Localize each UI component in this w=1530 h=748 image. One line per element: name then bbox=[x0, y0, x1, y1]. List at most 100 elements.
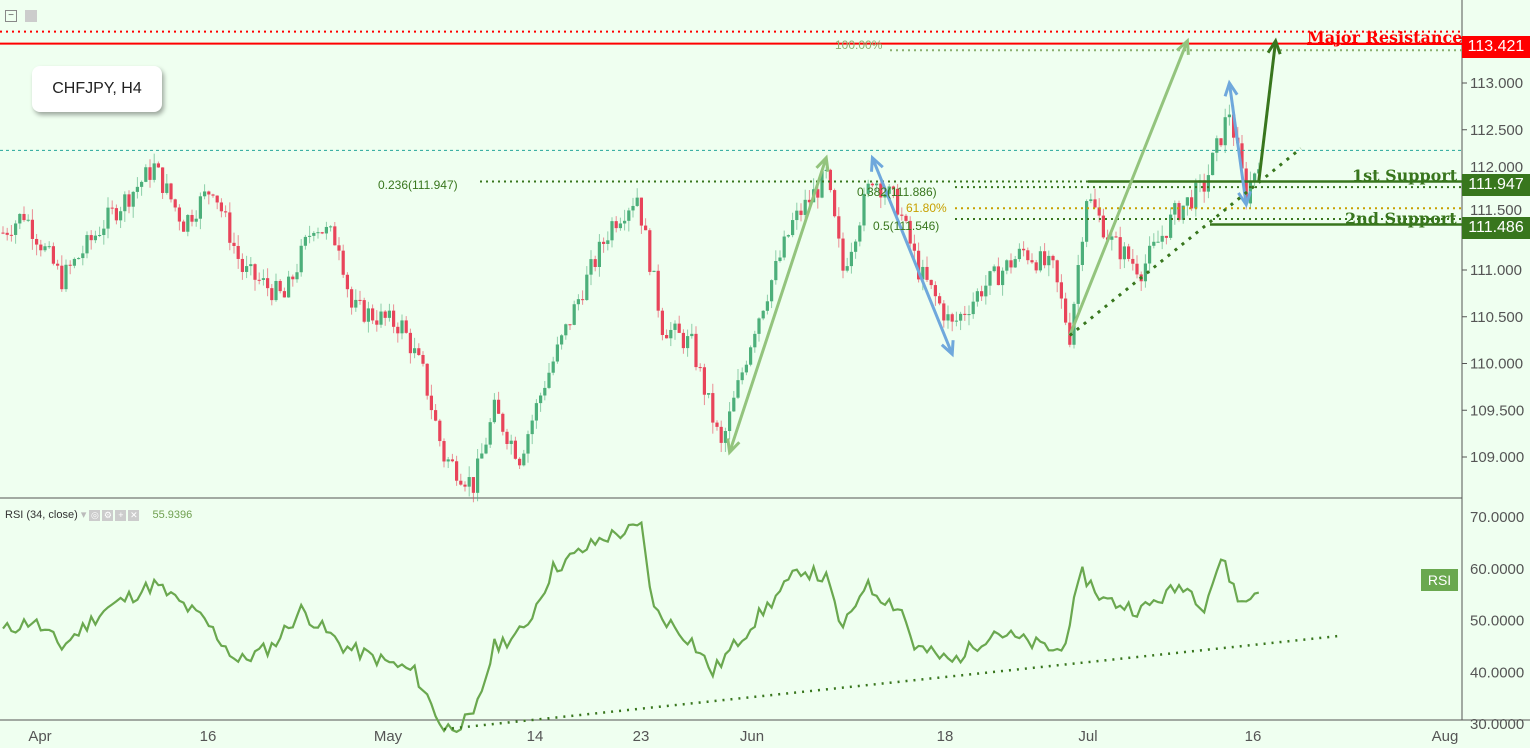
candle-body bbox=[177, 207, 181, 222]
candle-body bbox=[925, 266, 929, 280]
candle-body bbox=[728, 411, 732, 432]
candle-body bbox=[333, 226, 337, 246]
candle-body bbox=[47, 246, 51, 248]
rsi-title[interactable]: RSI (34, close) bbox=[5, 509, 78, 521]
symbol-label: CHFJPY, H4 bbox=[32, 66, 162, 112]
maximize-button[interactable] bbox=[25, 10, 37, 22]
candle-body bbox=[354, 299, 358, 308]
candle-body bbox=[765, 301, 769, 311]
candle-body bbox=[140, 181, 144, 187]
candle-body bbox=[64, 264, 68, 290]
candle-body bbox=[1148, 245, 1152, 264]
collapse-button[interactable]: − bbox=[5, 10, 17, 22]
candle-body bbox=[1131, 258, 1135, 264]
candle-body bbox=[215, 195, 219, 203]
price-tick-label: 109.000 bbox=[1470, 449, 1524, 466]
candle-body bbox=[320, 232, 324, 234]
candle-body bbox=[971, 301, 975, 315]
candle-body bbox=[350, 289, 354, 308]
candle-body bbox=[1118, 237, 1122, 260]
candle-body bbox=[1080, 241, 1084, 266]
candle-body bbox=[316, 232, 320, 234]
candle-body bbox=[900, 214, 904, 216]
candle-body bbox=[1085, 201, 1089, 242]
candle-body bbox=[732, 397, 736, 412]
close-icon[interactable]: ✕ bbox=[128, 510, 140, 521]
candle-body bbox=[429, 395, 433, 411]
price-tick-label: 110.000 bbox=[1470, 356, 1523, 373]
candle-body bbox=[56, 263, 60, 266]
candle-body bbox=[866, 183, 870, 194]
candle-body bbox=[631, 205, 635, 211]
candle-body bbox=[35, 238, 39, 245]
candle-body bbox=[841, 238, 845, 271]
candle-body bbox=[1244, 168, 1248, 204]
candle-body bbox=[757, 318, 761, 334]
candle-body bbox=[383, 311, 387, 318]
visibility-icon[interactable]: ◎ bbox=[89, 510, 101, 521]
candle-body bbox=[572, 304, 576, 325]
candle-body bbox=[14, 223, 18, 235]
arrow-light-1 bbox=[728, 157, 828, 453]
candle-body bbox=[967, 314, 971, 316]
gear-icon[interactable]: ⚙ bbox=[102, 510, 114, 521]
candle-body bbox=[816, 189, 820, 198]
candle-body bbox=[228, 212, 232, 243]
candle-body bbox=[849, 251, 853, 267]
rsi-tag: RSI bbox=[1421, 569, 1458, 591]
candle-body bbox=[791, 220, 795, 236]
candle-body bbox=[240, 258, 244, 272]
candle-body bbox=[463, 484, 467, 487]
candle-body bbox=[77, 258, 81, 260]
time-tick-label: Apr bbox=[28, 728, 51, 745]
candle-body bbox=[379, 311, 383, 325]
candle-body bbox=[1038, 251, 1042, 271]
candle-body bbox=[908, 220, 912, 244]
candle-body bbox=[618, 223, 622, 229]
candle-body bbox=[1047, 255, 1051, 266]
candle-body bbox=[996, 266, 1000, 286]
candle-body bbox=[68, 264, 72, 266]
candle-body bbox=[123, 194, 127, 212]
candle-body bbox=[551, 361, 555, 373]
fib-100-label: 100.00% bbox=[835, 38, 883, 52]
candle-body bbox=[434, 410, 438, 421]
candle-body bbox=[60, 265, 64, 290]
candle-body bbox=[526, 434, 530, 454]
candle-body bbox=[585, 274, 589, 300]
resistance-price-tag: 113.421 bbox=[1462, 36, 1530, 58]
candle-body bbox=[870, 183, 874, 186]
candle-body bbox=[509, 440, 513, 444]
candle-body bbox=[518, 458, 522, 466]
candle-body bbox=[1206, 175, 1210, 192]
fib-618-label: 61.80% bbox=[906, 201, 947, 215]
candle-body bbox=[1164, 235, 1168, 238]
candle-body bbox=[287, 276, 291, 298]
candle-body bbox=[341, 250, 345, 275]
candle-body bbox=[875, 183, 879, 186]
candle-body bbox=[1005, 260, 1009, 271]
candle-body bbox=[803, 199, 807, 215]
support1-label: 1st Support bbox=[1352, 166, 1458, 185]
candle-body bbox=[165, 183, 169, 193]
candle-body bbox=[30, 219, 34, 239]
candle-body bbox=[1169, 214, 1173, 238]
candle-body bbox=[156, 163, 160, 168]
candle-body bbox=[198, 196, 202, 219]
arrow-blue-1-head bbox=[870, 154, 884, 172]
candle-body bbox=[476, 458, 480, 493]
plus-icon[interactable]: + bbox=[115, 510, 127, 521]
candle-body bbox=[291, 276, 295, 280]
candle-body bbox=[980, 291, 984, 297]
candle-body bbox=[891, 186, 895, 189]
candle-body bbox=[358, 299, 362, 301]
arrow-light-2 bbox=[1068, 40, 1189, 337]
dropdown-icon[interactable]: ▾ bbox=[80, 509, 87, 521]
candle-body bbox=[425, 363, 429, 396]
candle-body bbox=[480, 453, 484, 459]
candle-body bbox=[261, 278, 265, 280]
candle-body bbox=[1143, 263, 1147, 282]
candle-body bbox=[669, 329, 673, 339]
candle-body bbox=[51, 246, 55, 264]
